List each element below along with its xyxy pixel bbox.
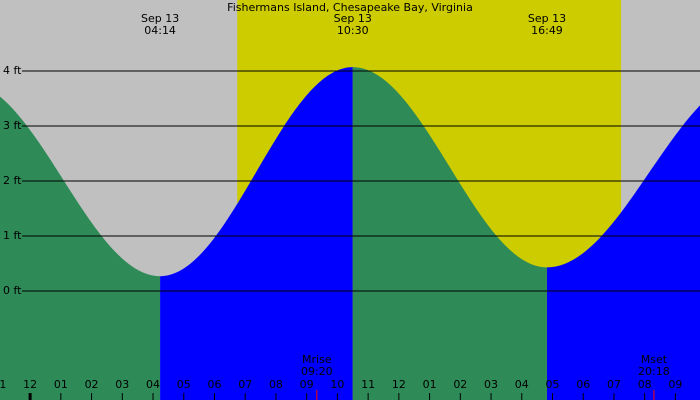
x-tick-label: 02 <box>85 378 99 391</box>
moon-label: Mrise <box>302 353 332 366</box>
extreme-date: Sep 13 <box>528 12 566 25</box>
x-tick-label: 04 <box>146 378 160 391</box>
moon-time: 20:18 <box>638 365 670 378</box>
y-tick-label: 1 ft <box>3 229 22 242</box>
moon-label: Mset <box>641 353 668 366</box>
x-tick-label: 02 <box>453 378 467 391</box>
x-tick-label: 08 <box>638 378 652 391</box>
chart-title: Fishermans Island, Chesapeake Bay, Virgi… <box>227 1 473 14</box>
y-tick-label: 3 ft <box>3 119 22 132</box>
x-tick-label: 12 <box>392 378 406 391</box>
x-tick-label: 10 <box>330 378 344 391</box>
y-tick-label: 4 ft <box>3 64 22 77</box>
tide-area <box>546 105 700 400</box>
x-tick-label: 03 <box>484 378 498 391</box>
tide-area <box>160 67 353 400</box>
x-tick-label: 04 <box>515 378 529 391</box>
x-tick-label: 11 <box>361 378 375 391</box>
extreme-time: 10:30 <box>337 24 369 37</box>
x-tick-label: 03 <box>115 378 129 391</box>
x-tick-label: 09 <box>668 378 682 391</box>
y-tick-label: 0 ft <box>3 284 22 297</box>
y-tick-label: 2 ft <box>3 174 22 187</box>
extreme-date: Sep 13 <box>141 12 179 25</box>
tide-area <box>0 96 161 400</box>
tide-area <box>352 67 547 400</box>
x-tick-label: 05 <box>177 378 191 391</box>
extreme-date: Sep 13 <box>334 12 372 25</box>
x-tick-label: 09 <box>300 378 314 391</box>
moon-time: 09:20 <box>301 365 333 378</box>
x-tick-label: 05 <box>546 378 560 391</box>
x-tick-label: 07 <box>607 378 621 391</box>
x-tick-label: 01 <box>423 378 437 391</box>
extreme-time: 16:49 <box>531 24 563 37</box>
x-tick-label: 07 <box>238 378 252 391</box>
x-tick-label: 06 <box>576 378 590 391</box>
extreme-time: 04:14 <box>144 24 176 37</box>
x-tick-label: 01 <box>54 378 68 391</box>
x-tick-label: 12 <box>23 378 37 391</box>
x-tick-label: 06 <box>207 378 221 391</box>
x-tick-label: 08 <box>269 378 283 391</box>
x-tick-label: 11 <box>0 378 6 391</box>
